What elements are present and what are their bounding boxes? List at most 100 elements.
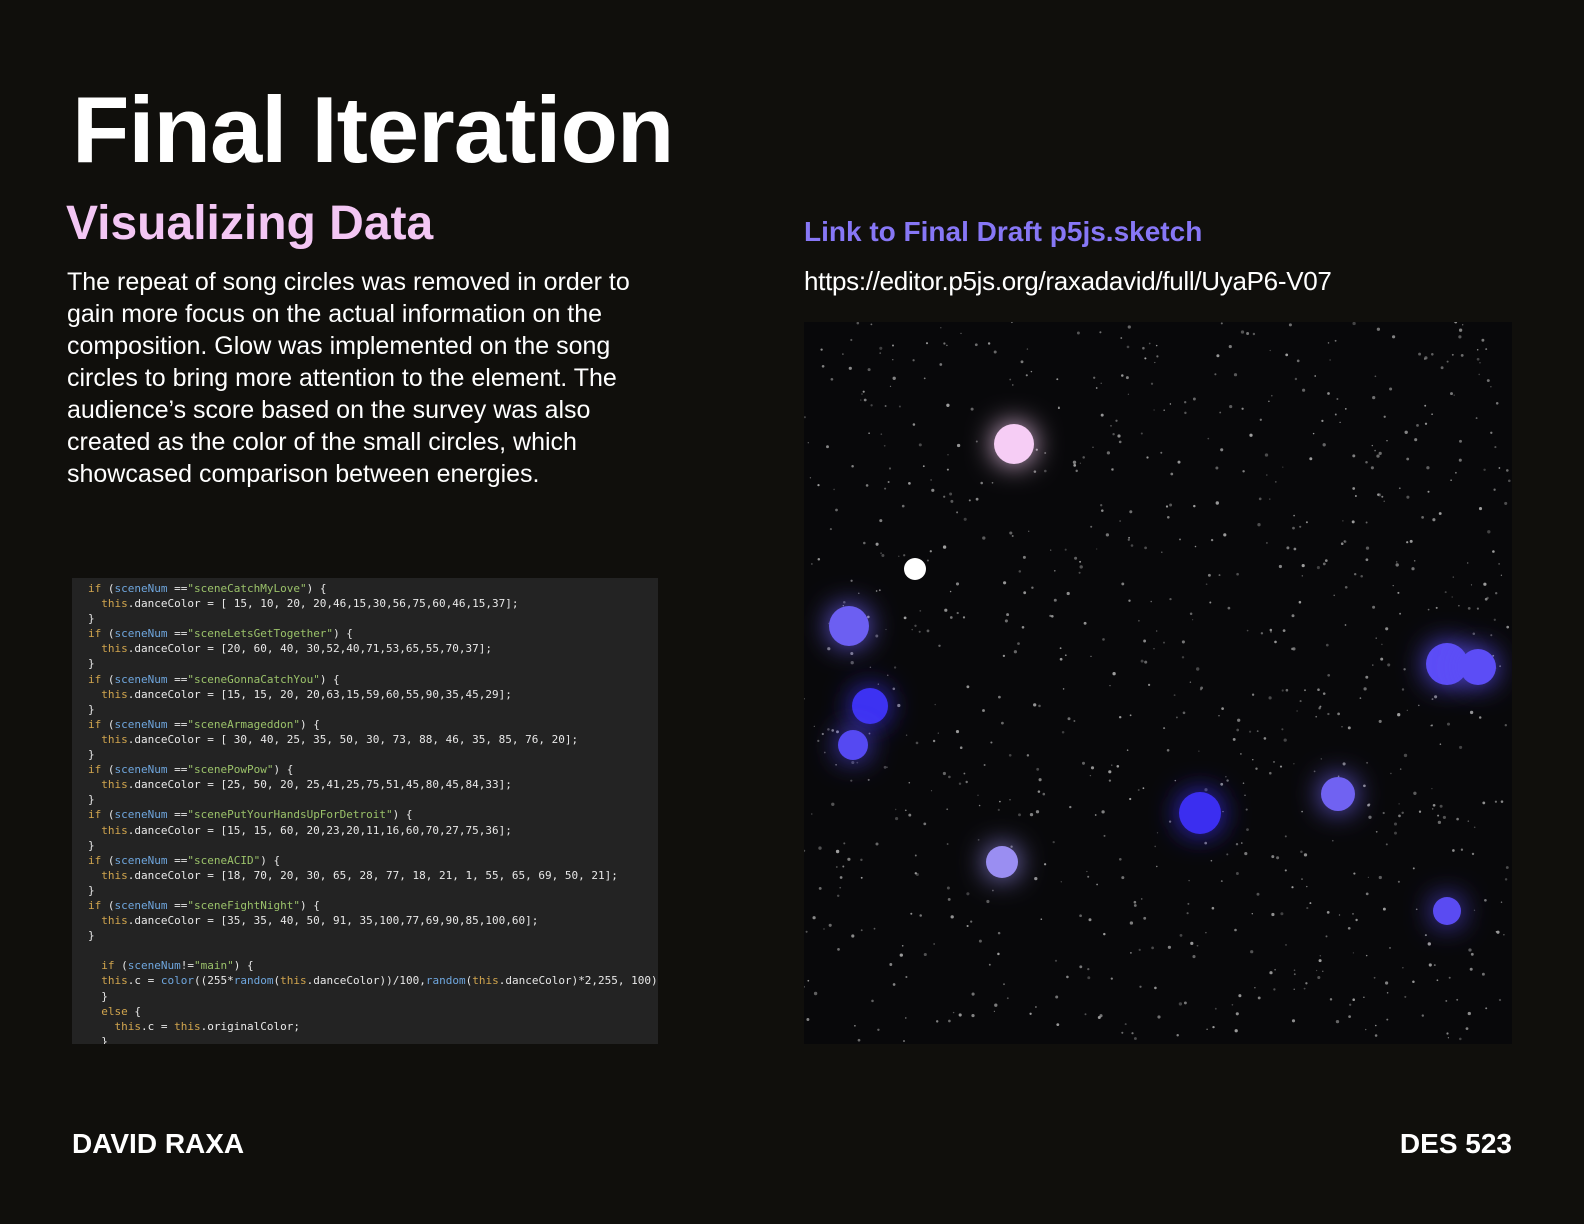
star-dot	[1236, 728, 1240, 732]
star-dot	[1117, 434, 1121, 438]
star-dot	[1155, 344, 1158, 347]
star-dot	[1292, 526, 1295, 530]
star-dot	[1456, 817, 1459, 821]
star-dot	[1446, 722, 1451, 726]
star-dot	[823, 928, 825, 930]
course-code: DES 523	[1399, 1128, 1512, 1159]
star-dot	[1273, 760, 1275, 763]
star-dot	[932, 739, 936, 743]
star-dot	[1133, 904, 1137, 907]
song-circle	[1426, 643, 1468, 685]
sketch-url[interactable]: https://editor.p5js.org/raxadavid/full/U…	[804, 266, 1332, 296]
star-dot	[1087, 976, 1091, 980]
sketch-link-label[interactable]: Link to Final Draft p5js.sketch	[804, 216, 1203, 247]
star-dot	[1106, 451, 1111, 455]
star-dot	[1130, 952, 1132, 954]
star-dot	[1301, 575, 1303, 577]
star-dot	[1090, 766, 1095, 770]
star-dot	[826, 445, 829, 449]
star-dot	[1257, 996, 1261, 1000]
star-dot	[1397, 880, 1400, 883]
star-dot	[1269, 628, 1273, 632]
star-dot	[955, 582, 960, 586]
star-dot	[956, 511, 959, 514]
star-dot	[971, 1013, 975, 1018]
star-dot	[1138, 948, 1141, 952]
star-dot	[1103, 834, 1106, 837]
star-dot	[1053, 598, 1057, 602]
star-dot	[1427, 942, 1431, 946]
star-dot	[831, 729, 835, 732]
star-dot	[1105, 533, 1110, 537]
star-dot	[1413, 560, 1416, 562]
star-dot	[970, 920, 973, 923]
star-dot	[922, 465, 925, 468]
star-dot	[1144, 357, 1147, 360]
star-dot	[827, 647, 831, 651]
star-dot	[889, 963, 893, 966]
star-dot	[1427, 490, 1430, 493]
star-dot	[1119, 520, 1121, 522]
song-circle	[1179, 792, 1221, 834]
star-dot	[1418, 810, 1422, 813]
star-dot	[1299, 525, 1302, 528]
star-dot	[1319, 955, 1321, 957]
star-dot	[1481, 972, 1485, 976]
star-dot	[1010, 845, 1013, 848]
star-dot	[1058, 406, 1060, 408]
star-dot	[993, 350, 997, 354]
star-dot	[830, 377, 834, 381]
star-dot	[1392, 584, 1394, 587]
star-dot	[1365, 546, 1370, 550]
star-dot	[1099, 331, 1102, 334]
star-dot	[1354, 495, 1357, 497]
star-dot	[934, 703, 936, 706]
star-dot	[1498, 998, 1502, 1002]
star-dot	[1376, 454, 1380, 458]
star-dot	[1368, 803, 1371, 806]
star-dot	[1451, 353, 1454, 356]
star-dot	[1052, 840, 1055, 844]
star-dot	[1271, 855, 1275, 859]
star-dot	[1466, 562, 1469, 564]
star-dot	[1126, 749, 1129, 751]
star-dot	[1186, 912, 1189, 915]
star-dot	[1475, 417, 1478, 420]
star-dot	[1305, 982, 1308, 985]
star-dot	[1459, 1037, 1462, 1041]
star-dot	[1044, 469, 1047, 473]
star-dot	[1179, 538, 1181, 541]
star-dot	[1508, 479, 1511, 483]
star-dot	[1028, 530, 1030, 532]
star-dot	[1327, 712, 1330, 716]
star-dot	[1094, 814, 1097, 816]
star-dot	[1112, 433, 1115, 436]
star-dot	[1170, 472, 1174, 476]
star-dot	[1207, 573, 1211, 577]
star-dot	[1368, 815, 1372, 819]
star-dot	[806, 1018, 810, 1021]
star-dot	[1006, 613, 1010, 617]
star-dot	[1055, 995, 1059, 999]
star-dot	[1271, 912, 1275, 917]
star-dot	[968, 499, 971, 502]
star-dot	[1258, 497, 1262, 501]
star-dot	[1398, 814, 1401, 818]
star-dot	[836, 730, 839, 734]
star-dot	[1221, 707, 1224, 710]
star-dot	[1257, 523, 1261, 527]
star-dot	[1285, 353, 1289, 357]
star-dot	[1285, 688, 1289, 692]
star-dot	[926, 559, 929, 562]
star-dot	[948, 775, 951, 779]
star-dot	[1334, 339, 1337, 342]
star-dot	[1386, 1018, 1389, 1021]
star-dot	[1118, 857, 1122, 861]
star-dot	[1056, 378, 1059, 381]
song-circle	[986, 846, 1018, 878]
star-dot	[1306, 907, 1309, 910]
star-dot	[1181, 640, 1185, 644]
code-text: if (sceneNum =="sceneCatchMyLove") { thi…	[88, 582, 658, 1044]
star-dot	[1108, 770, 1112, 774]
star-dot	[1020, 360, 1024, 364]
